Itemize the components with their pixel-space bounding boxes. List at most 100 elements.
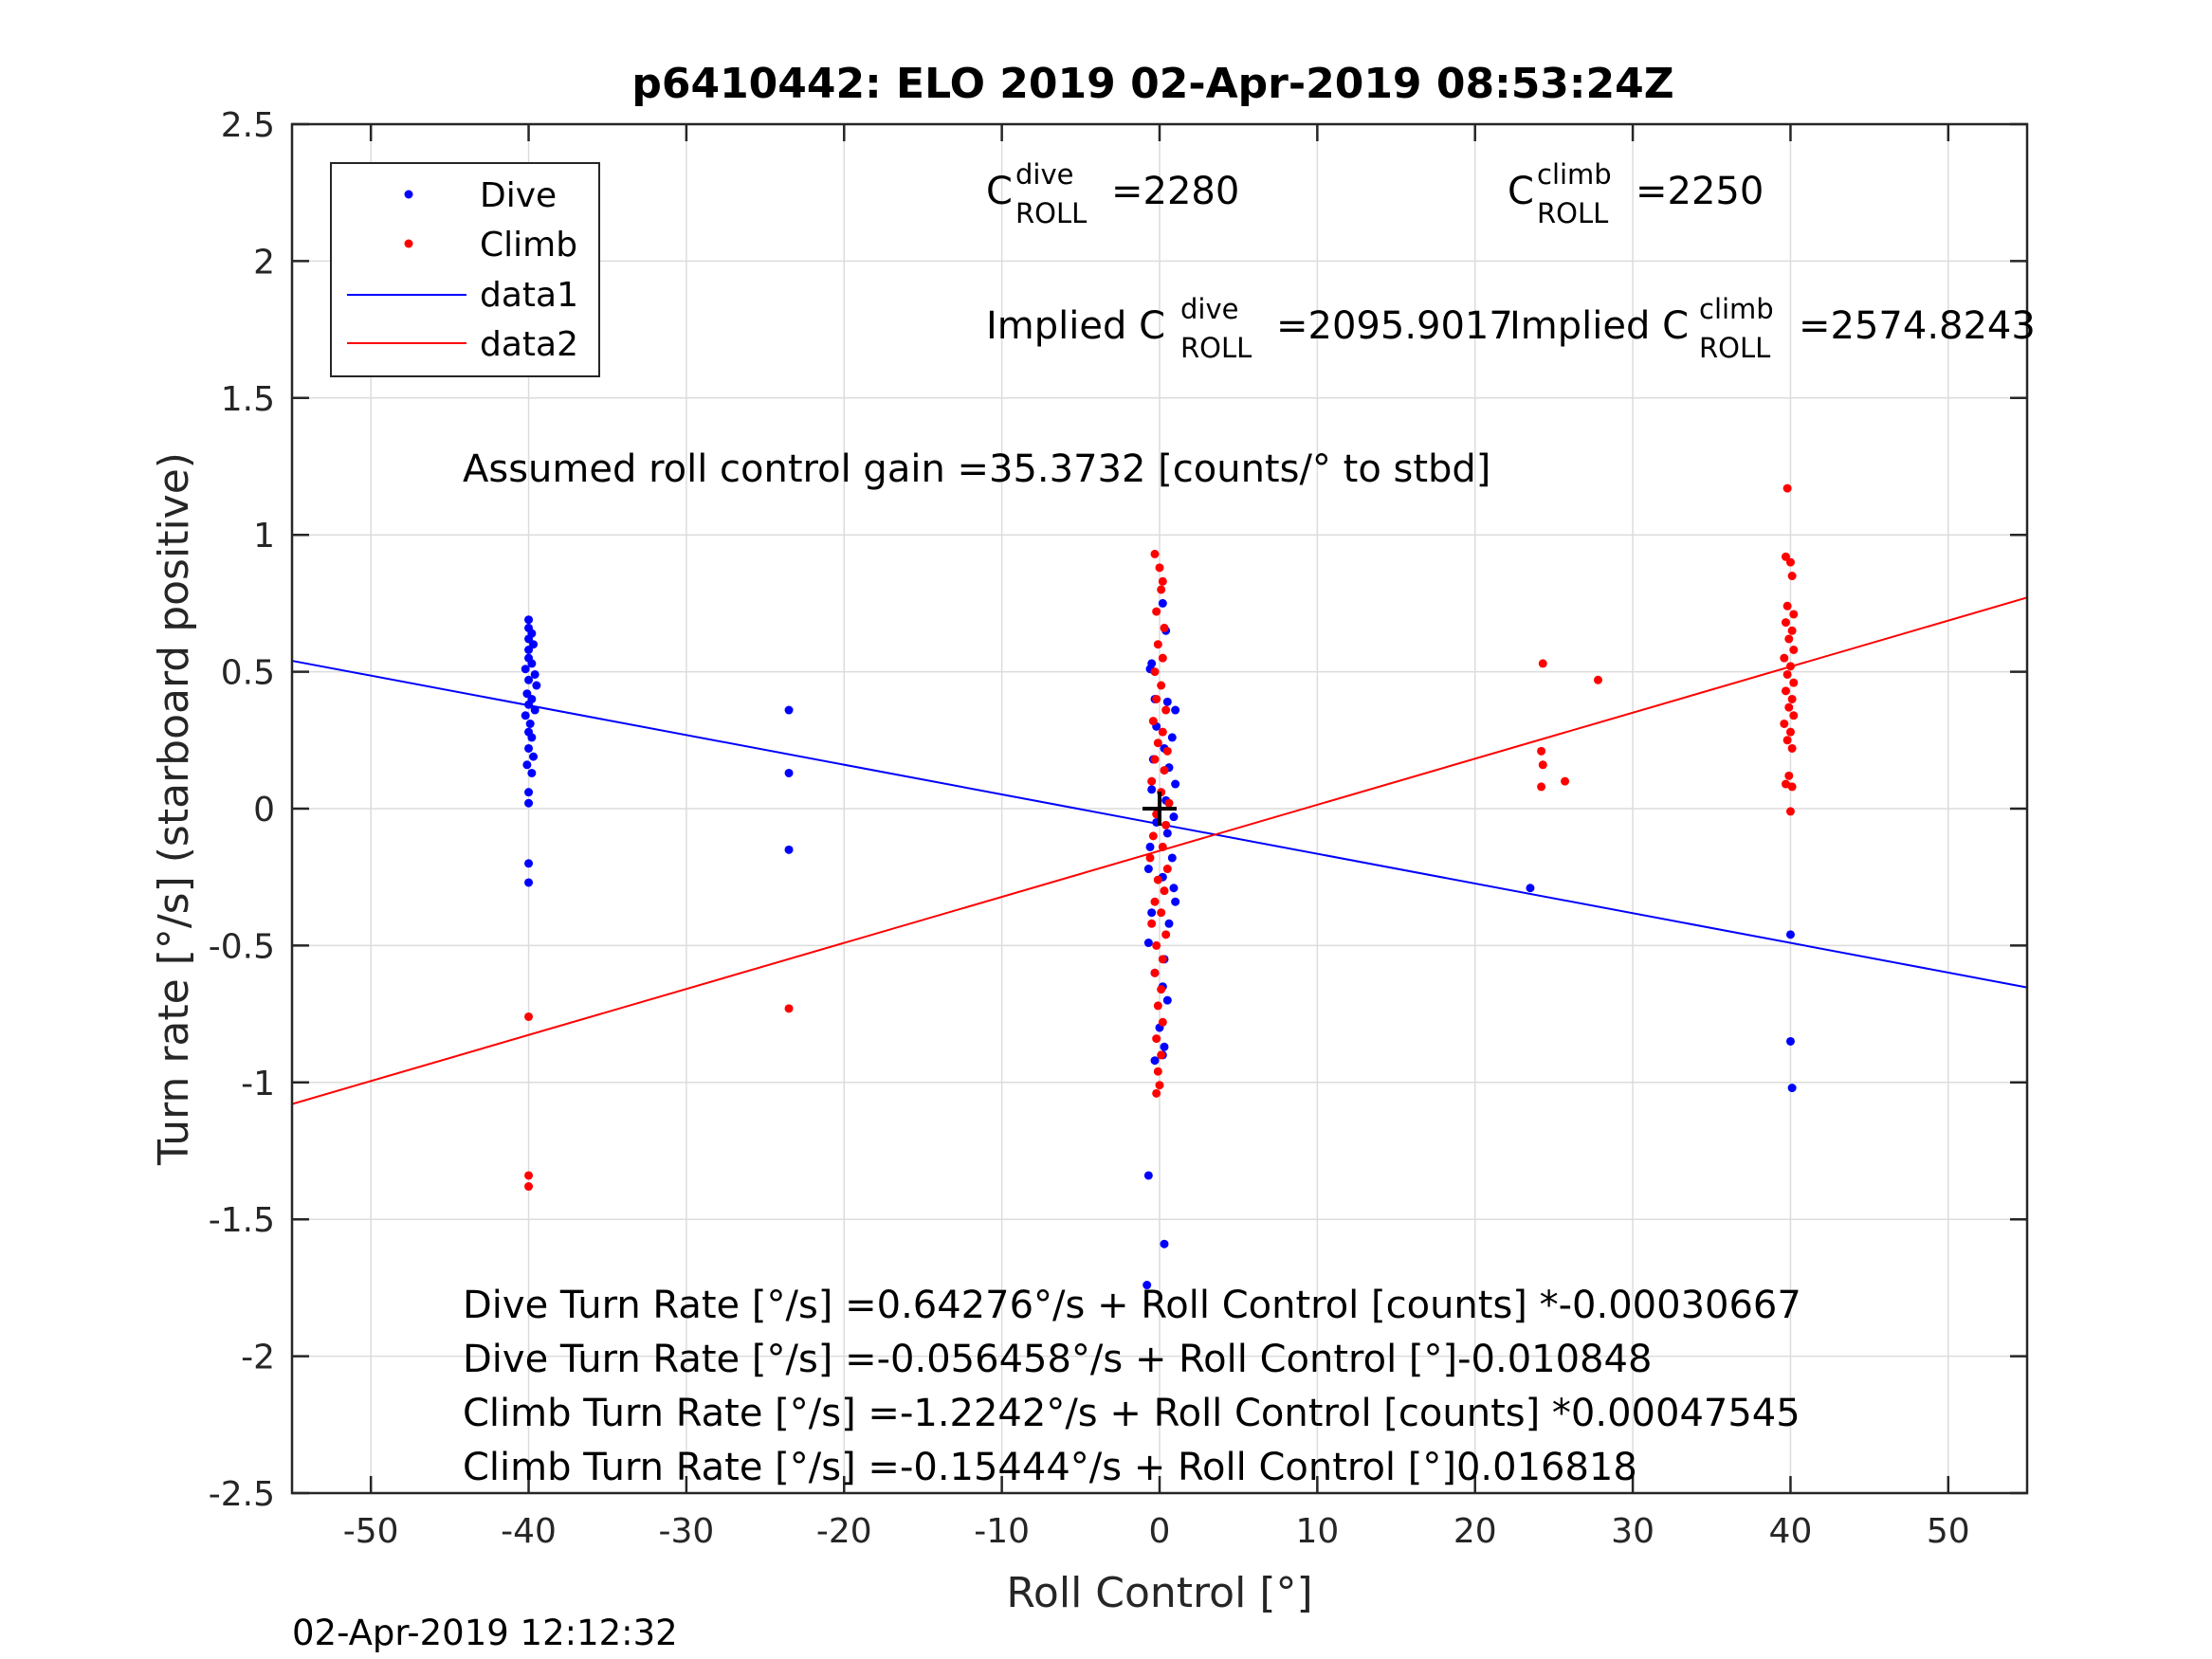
x-tick-labels: -50 -40 -30 -20 -10 0 10 20 30 40 50 xyxy=(343,1512,1970,1551)
legend-climb-marker xyxy=(404,239,413,248)
legend-dive-label: Dive xyxy=(480,176,557,215)
dive-point xyxy=(527,659,537,668)
dive-point xyxy=(524,675,534,684)
climb-point xyxy=(1145,853,1155,863)
climb-point xyxy=(1148,831,1158,841)
climb-point xyxy=(1153,1066,1162,1076)
dive-point xyxy=(524,700,534,709)
implied-c-roll-dive-sup: dive xyxy=(1180,293,1238,325)
climb-point xyxy=(1784,702,1794,712)
dive-point xyxy=(1147,785,1157,794)
x-tick-label: -20 xyxy=(816,1512,872,1551)
dive-point xyxy=(1171,897,1180,906)
x-tick-label: 10 xyxy=(1295,1512,1339,1551)
climb-point xyxy=(1153,640,1162,649)
dive-point xyxy=(1162,995,1172,1005)
climb-point xyxy=(524,1182,534,1192)
axis-ticks xyxy=(292,122,2027,1495)
climb-point xyxy=(1160,766,1169,775)
climb-point xyxy=(1147,919,1157,928)
climb-point xyxy=(1785,727,1795,737)
implied-c-roll-climb-prefix: Implied C xyxy=(1509,304,1689,348)
x-axis-label: Roll Control [°] xyxy=(1006,1569,1312,1617)
climb-point xyxy=(1789,610,1799,619)
climb-point xyxy=(1153,1001,1162,1011)
climb-point xyxy=(1160,623,1169,632)
climb-point xyxy=(524,1012,534,1021)
fit-equation-climb-degrees: Climb Turn Rate [°/s] =-0.15444°/s + Rol… xyxy=(463,1446,1637,1489)
climb-point xyxy=(1148,717,1158,726)
climb-point xyxy=(1162,746,1172,756)
dive-point xyxy=(524,878,534,887)
dive-point xyxy=(784,768,794,777)
climb-point xyxy=(1538,760,1547,770)
data-points xyxy=(521,483,1799,1290)
y-axis-label: Turn rate [°/s] (starboard positive) xyxy=(150,452,198,1166)
implied-c-roll-dive-sub: ROLL xyxy=(1180,332,1252,364)
y-tick-label: -2.5 xyxy=(209,1475,275,1514)
fit-equation-dive-counts: Dive Turn Rate [°/s] =0.64276°/s + Roll … xyxy=(463,1284,1801,1327)
climb-point xyxy=(1561,776,1570,786)
climb-point xyxy=(1780,719,1789,728)
climb-point xyxy=(1787,743,1797,753)
fit-equation-dive-degrees: Dive Turn Rate [°/s] =-0.056458°/s + Rol… xyxy=(463,1338,1652,1381)
c-roll-climb-base: C xyxy=(1508,170,1534,213)
dive-point xyxy=(1167,853,1177,863)
climb-point xyxy=(1787,572,1797,581)
climb-point xyxy=(1161,820,1171,830)
climb-point xyxy=(1158,727,1167,737)
legend-data1-label: data1 xyxy=(480,276,578,315)
dive-point xyxy=(521,665,530,674)
climb-point xyxy=(1157,585,1166,594)
c-roll-dive-sub: ROLL xyxy=(1015,197,1087,229)
y-tick-label: -1 xyxy=(241,1065,275,1103)
center-marker xyxy=(1143,792,1177,826)
climb-point xyxy=(784,1004,794,1013)
x-tick-label: 30 xyxy=(1611,1512,1654,1551)
implied-c-roll-dive-value: =2095.9017 xyxy=(1276,304,1513,348)
legend-data2-label: data2 xyxy=(480,325,578,364)
legend: Dive Climb data1 data2 xyxy=(330,162,600,377)
x-tick-label: 50 xyxy=(1927,1512,1970,1551)
climb-point xyxy=(1158,576,1167,586)
climb-point xyxy=(1152,940,1161,950)
y-tick-label: 1 xyxy=(253,517,275,556)
dive-point xyxy=(522,760,532,770)
climb-point xyxy=(1784,634,1794,644)
climb-point xyxy=(1158,955,1167,964)
dive-point xyxy=(1169,884,1179,893)
climb-point xyxy=(1152,1088,1161,1098)
dive-point xyxy=(1143,1281,1152,1290)
climb-point xyxy=(1782,483,1792,493)
y-tick-label: 1.5 xyxy=(221,380,275,419)
climb-point xyxy=(1157,681,1166,690)
climb-point xyxy=(1787,626,1797,635)
climb-point xyxy=(1785,662,1795,671)
climb-point xyxy=(1780,653,1789,663)
c-roll-dive-value: =2280 xyxy=(1111,170,1239,213)
climb-point xyxy=(1782,736,1792,745)
y-tick-label: 0.5 xyxy=(221,654,275,693)
dive-point xyxy=(1158,598,1167,608)
y-tick-label: -0.5 xyxy=(209,927,275,966)
legend-climb-label: Climb xyxy=(480,226,577,264)
c-roll-climb-sub: ROLL xyxy=(1537,197,1608,229)
climb-point xyxy=(1153,738,1162,748)
climb-point xyxy=(1158,842,1167,851)
dive-point xyxy=(1143,865,1153,874)
dive-point xyxy=(1145,842,1155,851)
dive-point xyxy=(1171,779,1180,789)
dive-point xyxy=(1787,1084,1797,1093)
x-tick-label: 40 xyxy=(1769,1512,1813,1551)
dive-point xyxy=(1150,1056,1160,1066)
climb-point xyxy=(1593,675,1602,684)
implied-c-roll-dive-prefix: Implied C xyxy=(986,304,1165,348)
climb-point xyxy=(1152,694,1161,703)
climb-point xyxy=(1787,694,1797,703)
climb-point xyxy=(1155,1081,1164,1090)
dive-point xyxy=(784,705,794,715)
climb-point xyxy=(1152,1034,1161,1044)
climb-point xyxy=(1150,968,1160,977)
x-tick-label: -50 xyxy=(343,1512,399,1551)
fit-line-data2 xyxy=(291,596,2028,1105)
